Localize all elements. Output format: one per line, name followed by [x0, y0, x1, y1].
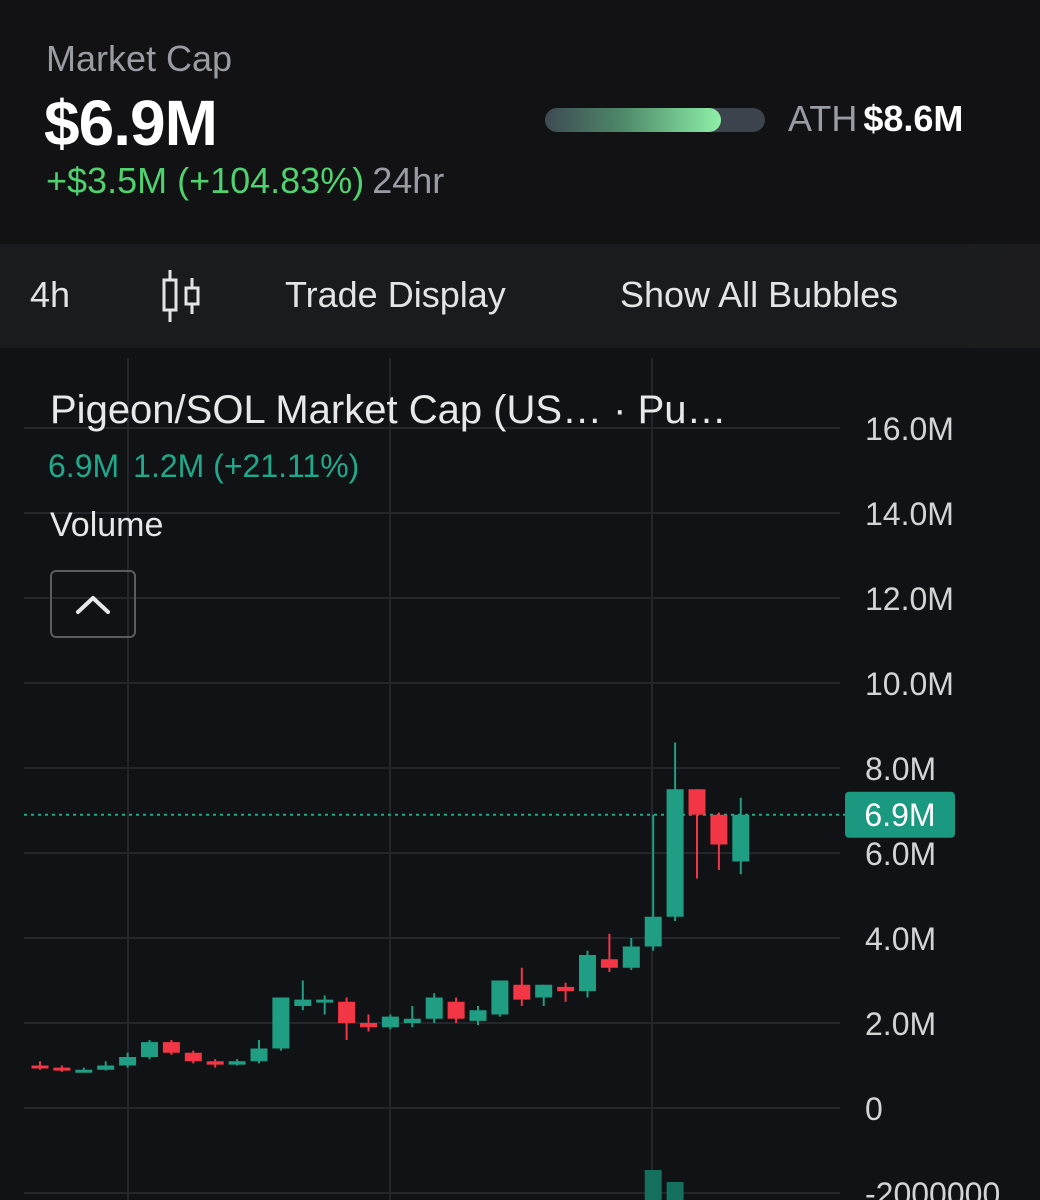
candle-body: [535, 984, 553, 998]
candle-body: [53, 1067, 71, 1071]
candle-body: [381, 1016, 399, 1028]
ath-value: $8.6M: [863, 98, 964, 139]
candle-body: [491, 980, 509, 1015]
candle-body: [294, 999, 312, 1006]
y-axis-tick-label: 16.0M: [865, 411, 954, 447]
collapse-legend-button[interactable]: [50, 570, 136, 638]
legend-change: 1.2M (+21.11%): [133, 448, 360, 484]
chart-toolbar: 4h Trade Display Show All Bubbles: [0, 244, 1040, 348]
candle-body: [75, 1069, 93, 1073]
chevron-up-icon: [76, 596, 110, 614]
y-axis-tick-label: 12.0M: [865, 581, 954, 617]
candle-body: [469, 1010, 487, 1021]
candle-body: [272, 997, 290, 1049]
candle-body: [162, 1042, 180, 1053]
candle-body: [688, 789, 706, 815]
candle-body: [316, 999, 334, 1003]
market-cap-value: $6.9M: [44, 87, 218, 159]
candle-body: [141, 1042, 158, 1057]
candlestick-chart[interactable]: 16.0M 14.0M 12.0M 10.0M 8.0M 6.0M 4.0M 2.0M 0 -20…: [0, 348, 1040, 1200]
legend-last-value: 6.9M: [48, 448, 120, 484]
candle-body: [557, 986, 575, 992]
y-axis-tick-label: -2000000: [865, 1176, 1000, 1200]
market-cap-period: 24hr: [372, 160, 445, 201]
candle-body: [250, 1048, 268, 1062]
market-cap-label: Market Cap: [46, 38, 233, 79]
y-axis-tick-label: 4.0M: [865, 921, 936, 957]
y-axis-tick-label: 0: [865, 1091, 883, 1127]
legend-values: 6.9M 1.2M (+21.11%): [48, 448, 373, 485]
candle-body: [360, 1023, 377, 1028]
candle-body: [732, 814, 750, 862]
candle-body: [119, 1057, 137, 1066]
last-price-badge-label: 6.9M: [864, 797, 935, 833]
y-axis-tick-label: 8.0M: [865, 751, 936, 787]
candle-body: [184, 1052, 202, 1062]
volume-bar: [644, 1170, 662, 1200]
legend-volume-label: Volume: [50, 506, 164, 544]
legend-title: Pigeon/SOL Market Cap (US… · Pu…: [50, 388, 727, 432]
volume-bar: [666, 1182, 684, 1200]
candle-body: [228, 1061, 246, 1065]
candle-body: [579, 955, 596, 992]
candle-body: [644, 916, 662, 947]
y-axis-tick-label: 2.0M: [865, 1006, 936, 1042]
candle-body: [206, 1061, 224, 1065]
candle-body: [425, 997, 443, 1019]
candle-body: [600, 959, 618, 968]
ath-info: ATH $8.6M: [788, 98, 963, 140]
market-cap-change: +$3.5M (+104.83%) 24hr: [46, 160, 444, 202]
y-axis-tick-label: 10.0M: [865, 666, 954, 702]
candle-body: [403, 1018, 421, 1023]
ath-progress-bar: [545, 108, 765, 132]
candle-body: [97, 1065, 115, 1070]
y-axis-tick-label: 6.0M: [865, 836, 936, 872]
candle-body: [622, 946, 640, 968]
ath-label: ATH: [788, 98, 858, 139]
trade-display-button[interactable]: Trade Display: [285, 274, 506, 315]
last-price-badge: [845, 791, 955, 838]
candle-body: [447, 1001, 465, 1019]
candle-body: [710, 814, 728, 845]
market-cap-change-value: +$3.5M (+104.83%): [46, 160, 365, 201]
y-axis-tick-label: 14.0M: [865, 496, 954, 532]
candlestick-icon[interactable]: [160, 268, 204, 333]
market-cap-header: Market Cap $6.9M +$3.5M (+104.83%) 24hr A…: [0, 0, 1040, 244]
candle-body: [31, 1065, 49, 1069]
candle-body: [513, 984, 531, 1000]
interval-button[interactable]: 4h: [30, 274, 71, 315]
ath-progress-fill: [545, 108, 721, 132]
chart-area[interactable]: 16.0M 14.0M 12.0M 10.0M 8.0M 6.0M 4.0M 2.0M 0 -20…: [0, 348, 1040, 1200]
toolbar-fade: [930, 244, 1040, 348]
candle-body: [338, 1001, 356, 1023]
show-all-bubbles-button[interactable]: Show All Bubbles: [620, 274, 899, 315]
candle-body: [666, 789, 684, 917]
